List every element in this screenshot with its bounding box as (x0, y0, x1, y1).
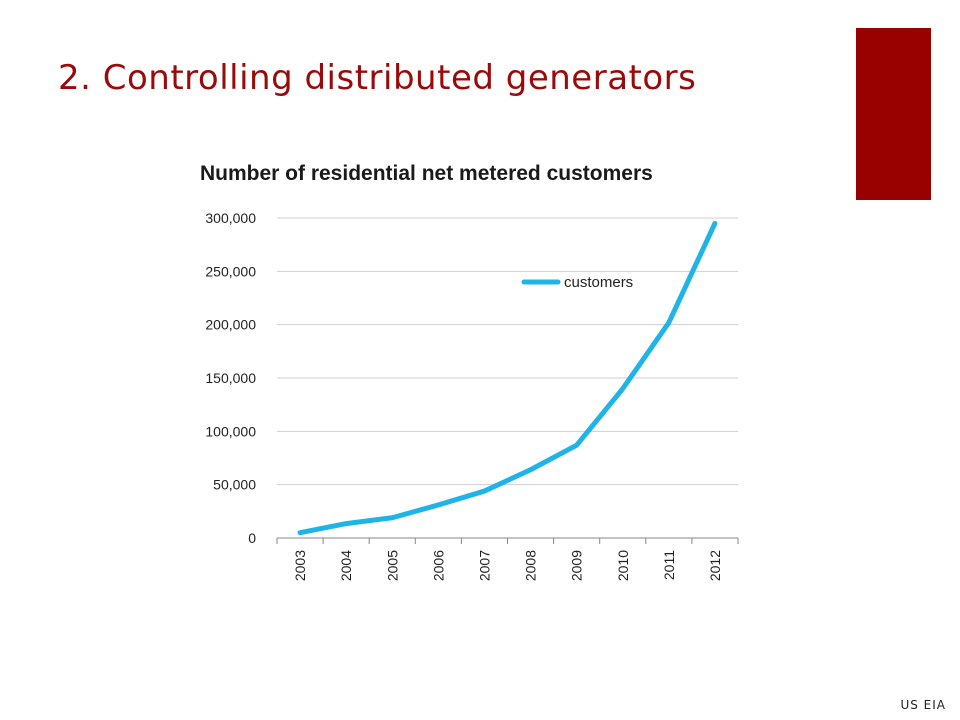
x-tick-label: 2007 (476, 550, 492, 581)
x-axis: 2003 2004 2005 2006 2007 2008 2009 2010 2011 2012 (276, 537, 739, 581)
gridlines (277, 217, 738, 486)
x-tick-label: 2010 (615, 550, 631, 581)
x-tick-label: 2008 (523, 550, 539, 581)
x-tick-label: 2006 (430, 550, 446, 581)
legend-label-customers: customers (564, 274, 633, 291)
y-tick-label: 200,000 (205, 317, 256, 333)
slide-title: 2. Controlling distributed generators (58, 58, 697, 98)
x-tick-label: 2009 (569, 550, 585, 581)
legend: customers (521, 274, 633, 291)
source-credit: US EIA (900, 698, 946, 712)
chart-title: Number of residential net metered custom… (200, 162, 653, 185)
y-axis-ticks: 0 50,000 100,000 150,000 200,000 250,000 300,0… (205, 210, 256, 546)
series-line-customers (297, 220, 718, 536)
y-tick-label: 300,000 (205, 210, 256, 226)
x-tick-label: 2005 (384, 550, 400, 581)
x-tick-label: 2004 (338, 550, 354, 581)
y-tick-label: 250,000 (205, 263, 256, 279)
accent-bar (856, 28, 931, 200)
x-tick-label: 2011 (661, 550, 677, 580)
line-chart: Number of residential net metered custom… (200, 162, 739, 581)
x-tick-label: 2003 (292, 550, 308, 581)
y-tick-label: 0 (248, 530, 256, 546)
series-lines (297, 220, 718, 536)
y-tick-label: 150,000 (205, 370, 256, 386)
y-tick-label: 50,000 (213, 477, 256, 493)
chart-container: Number of residential net metered custom… (170, 150, 770, 610)
x-tick-label: 2012 (707, 550, 723, 581)
y-tick-label: 100,000 (205, 423, 256, 439)
